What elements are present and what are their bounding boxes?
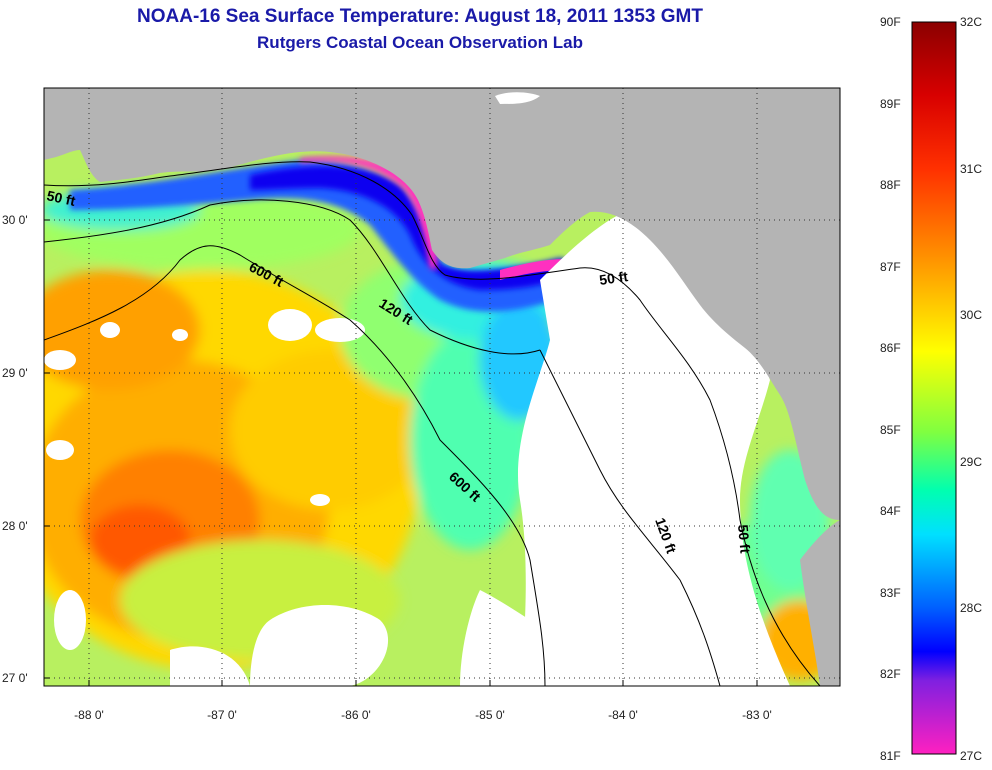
colorbar-f-label: 85F — [880, 423, 901, 437]
tick-marks — [44, 219, 758, 686]
colorbar-f-label: 89F — [880, 97, 901, 111]
lon-axis-labels: -88 0' -87 0' -86 0' -85 0' -84 0' -83 0… — [74, 708, 772, 722]
cloud-on-land — [495, 92, 540, 104]
map-title: NOAA-16 Sea Surface Temperature: August … — [137, 6, 703, 27]
colorbar-gradient — [911, 21, 957, 755]
colorbar-f-label: 90F — [880, 15, 901, 29]
land-mass — [44, 88, 840, 520]
contour-label-50ft-south: 50 ft — [735, 524, 753, 554]
lon-label: -86 0' — [341, 708, 371, 722]
lon-label: -84 0' — [608, 708, 638, 722]
colorbar-c-label: 31C — [960, 162, 982, 176]
colorbar-f-label: 83F — [880, 586, 901, 600]
colorbar-c-label: 27C — [960, 749, 982, 763]
colorbar: 90F 89F 88F 87F 86F 85F 84F 83F 82F 81F … — [880, 15, 982, 763]
colorbar-c-label: 28C — [960, 601, 982, 615]
colorbar-f-label: 88F — [880, 178, 901, 192]
colorbar-f-label: 87F — [880, 260, 901, 274]
contour-label-50ft-west: 50 ft — [45, 187, 77, 209]
colorbar-c-label: 32C — [960, 15, 982, 29]
map-subtitle: Rutgers Coastal Ocean Observation Lab — [257, 33, 583, 52]
cloud-areas — [44, 210, 790, 686]
lat-axis-labels: 30 0' 29 0' 28 0' 27 0' — [2, 213, 28, 685]
lat-label: 29 0' — [2, 366, 28, 380]
colorbar-f-label: 82F — [880, 667, 901, 681]
lon-label: -83 0' — [742, 708, 772, 722]
coldest-band — [250, 166, 585, 290]
contour-label-50ft-bigbend: 50 ft — [598, 268, 629, 288]
isobath-lines — [44, 161, 821, 686]
lon-label: -88 0' — [74, 708, 104, 722]
lat-label: 28 0' — [2, 519, 28, 533]
colorbar-c-label: 30C — [960, 308, 982, 322]
lon-label: -85 0' — [475, 708, 505, 722]
colorbar-f-label: 84F — [880, 504, 901, 518]
magenta-strip — [300, 156, 438, 270]
colorbar-f-label: 86F — [880, 341, 901, 355]
lon-label: -87 0' — [207, 708, 237, 722]
colorbar-c-label: 29C — [960, 455, 982, 469]
lat-label: 30 0' — [2, 213, 28, 227]
lat-label: 27 0' — [2, 671, 28, 685]
map-frame — [43, 87, 841, 687]
colorbar-f-label: 81F — [880, 749, 901, 763]
land-mass-south — [800, 520, 840, 686]
